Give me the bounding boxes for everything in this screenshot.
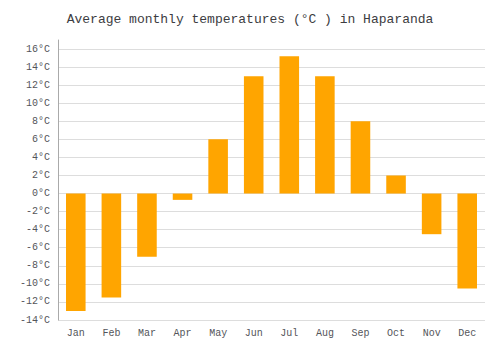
svg-text:-10°C: -10°C: [20, 278, 50, 289]
svg-text:-12°C: -12°C: [20, 296, 50, 307]
svg-text:10°C: 10°C: [26, 98, 50, 109]
svg-text:-8°C: -8°C: [26, 260, 50, 271]
svg-text:-6°C: -6°C: [26, 242, 50, 253]
svg-text:May: May: [209, 328, 227, 339]
svg-text:Average monthly temperatures (: Average monthly temperatures (°C ) in Ha…: [67, 12, 434, 27]
svg-text:-14°C: -14°C: [20, 315, 50, 326]
svg-text:4°C: 4°C: [32, 152, 50, 163]
svg-text:14°C: 14°C: [26, 62, 50, 73]
svg-text:6°C: 6°C: [32, 134, 50, 145]
svg-text:0°C: 0°C: [32, 188, 50, 199]
svg-text:Feb: Feb: [102, 328, 120, 339]
svg-text:-2°C: -2°C: [26, 206, 50, 217]
svg-text:Jul: Jul: [280, 328, 298, 339]
svg-text:Sep: Sep: [351, 328, 369, 339]
svg-text:Apr: Apr: [174, 328, 192, 339]
svg-text:2°C: 2°C: [32, 170, 50, 181]
svg-text:Aug: Aug: [316, 328, 334, 339]
svg-text:8°C: 8°C: [32, 116, 50, 127]
svg-text:16°C: 16°C: [26, 44, 50, 55]
svg-text:Oct: Oct: [387, 328, 405, 339]
svg-text:-4°C: -4°C: [26, 224, 50, 235]
svg-text:Jun: Jun: [245, 328, 263, 339]
svg-text:Mar: Mar: [138, 328, 156, 339]
svg-text:Dec: Dec: [458, 328, 476, 339]
svg-text:12°C: 12°C: [26, 80, 50, 91]
svg-text:Nov: Nov: [423, 328, 441, 339]
svg-text:Jan: Jan: [67, 328, 85, 339]
